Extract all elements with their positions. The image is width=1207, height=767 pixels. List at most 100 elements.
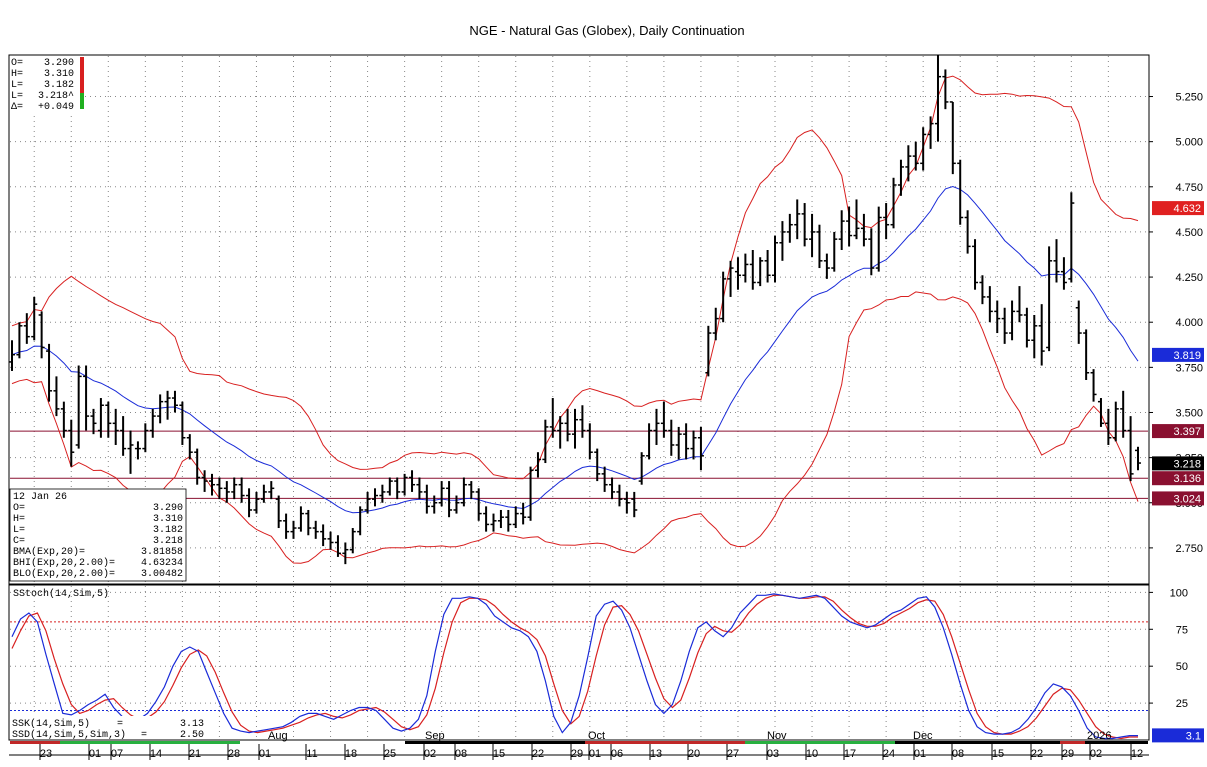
ohlc-bar	[460, 477, 467, 507]
quote-label: L=	[11, 91, 23, 102]
ohlc-bar	[964, 210, 971, 254]
day-label: 02	[424, 748, 436, 760]
ohlc-bar	[549, 398, 556, 438]
day-label: 18	[345, 748, 357, 760]
ohlc-bar	[823, 253, 830, 279]
info-value: 4.63234	[141, 558, 183, 569]
ohlc-bar	[972, 239, 979, 290]
ohlc-bar	[209, 473, 216, 496]
ssd-eq: =	[141, 730, 147, 741]
ohlc-bar	[749, 249, 756, 290]
ohlc-bar	[727, 260, 734, 297]
ohlc-bar	[897, 159, 904, 196]
ohlc-bar	[357, 506, 364, 536]
stochastic-tick-label: 50	[1176, 661, 1188, 673]
ohlc-bar	[312, 520, 319, 539]
ohlc-bar	[1001, 307, 1008, 344]
ohlc-bar	[920, 127, 927, 171]
price-axis: 2.7503.0003.2503.5003.7504.0004.2504.500…	[1149, 92, 1203, 555]
ohlc-bar	[23, 313, 30, 344]
day-label: 25	[384, 748, 396, 760]
ohlc-bar	[1112, 401, 1119, 442]
ohlc-bar	[912, 141, 919, 171]
month-strip	[895, 741, 1060, 744]
info-label: C=	[13, 536, 25, 547]
ohlc-bar	[905, 145, 912, 182]
ohlc-bar	[327, 531, 334, 550]
ohlc-bar	[349, 528, 356, 554]
price-tag-label: 3.218	[1173, 458, 1201, 470]
ohlc-bar	[453, 495, 460, 514]
price-tags: 4.632 3.819 3.397 3.218 3.136 3.024	[1152, 201, 1204, 506]
month-strip	[1060, 741, 1085, 744]
ohlc-bar	[1023, 307, 1030, 348]
day-label: 27	[727, 748, 739, 760]
ohlc-bar	[742, 253, 749, 283]
ohlc-bar	[646, 423, 653, 460]
ohlc-bar	[838, 210, 845, 250]
ohlc-bar	[446, 481, 453, 518]
ohlc-bar	[927, 116, 934, 149]
ohlc-bar	[401, 473, 408, 496]
price-tag	[1152, 456, 1204, 471]
ohlc-bar	[801, 203, 808, 247]
ohlc-bar	[320, 524, 327, 547]
price-tag	[1152, 201, 1204, 216]
ohlc-bar	[683, 423, 690, 460]
day-label: 01	[259, 748, 271, 760]
quote-value: 3.182	[44, 80, 74, 91]
ohlc-bar	[786, 213, 793, 243]
ohlc-bar	[572, 408, 578, 449]
ohlc-bar	[1060, 257, 1067, 290]
ohlc-bar	[194, 448, 201, 485]
ohlc-bar	[1135, 446, 1141, 471]
ohlc-bar	[297, 506, 304, 532]
ohlc-bar	[631, 491, 638, 518]
ohlc-bar	[112, 408, 119, 445]
ohlc-bar	[416, 477, 423, 500]
ohlc-bar	[46, 343, 53, 402]
month-label: Sep	[425, 730, 445, 742]
gridlines	[10, 56, 1148, 739]
ohlc-bar	[579, 405, 586, 438]
month-strip	[1085, 741, 1148, 744]
ohlc-bar	[934, 55, 941, 142]
price-tick-label: 3.500	[1175, 407, 1203, 419]
ssk-line	[11, 593, 1138, 740]
ohlc-bar	[157, 394, 164, 424]
bollinger-bands	[11, 75, 1139, 564]
ohlc-bar	[260, 484, 267, 503]
ohlc-bar	[379, 484, 386, 503]
ohlc-bar	[853, 199, 860, 240]
month-label: Oct	[588, 730, 605, 742]
ohlc-bar	[431, 495, 438, 514]
stochastic-tick-label: 75	[1176, 624, 1188, 636]
ohlc-bar	[949, 101, 956, 175]
ohlc-bar	[712, 307, 719, 341]
ohlc-bar	[757, 257, 764, 287]
day-label: 13	[650, 748, 662, 760]
ohlc-bar	[512, 506, 519, 529]
ohlc-bar	[794, 199, 801, 240]
price-tick-label: 4.750	[1175, 182, 1203, 194]
ohlc-bar	[601, 466, 608, 492]
price-tick-label: 3.750	[1175, 362, 1203, 374]
quote-label: L=	[11, 80, 23, 91]
day-label: 20	[688, 748, 700, 760]
ohlc-bar	[364, 491, 371, 514]
ohlc-bar	[9, 340, 15, 371]
ohlc-bar	[505, 509, 512, 532]
ohlc-bar	[534, 452, 541, 478]
ohlc-bar	[779, 221, 786, 261]
info-value: 3.218	[153, 536, 183, 547]
day-label: 06	[611, 748, 623, 760]
day-label: 08	[952, 748, 964, 760]
month-strip	[405, 741, 585, 744]
ohlc-bar	[764, 249, 771, 283]
ohlc-bar	[520, 502, 527, 525]
ohlc-bar	[90, 408, 97, 435]
day-label: 28	[228, 748, 240, 760]
stochastic-tag-label: 3.1	[1186, 730, 1201, 742]
info-value: 3.81858	[141, 547, 183, 558]
